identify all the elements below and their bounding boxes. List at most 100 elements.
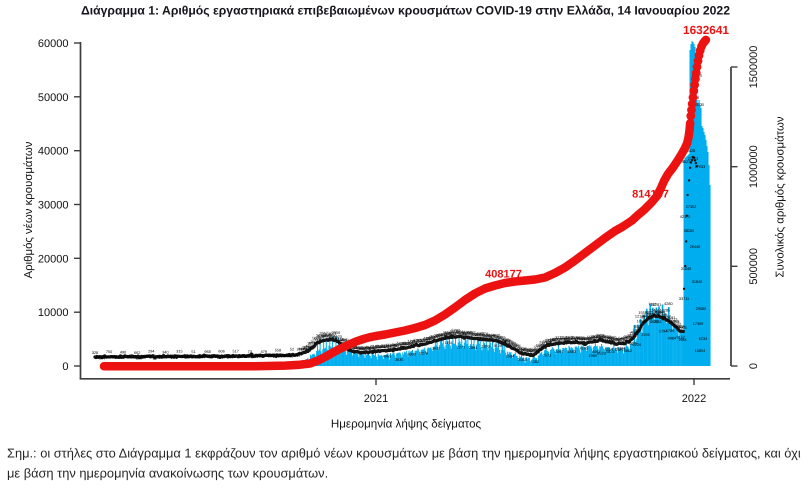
svg-text:1570: 1570 — [418, 338, 426, 342]
svg-text:5158: 5158 — [486, 334, 494, 338]
svg-text:5293: 5293 — [451, 329, 459, 333]
svg-text:4280: 4280 — [664, 302, 672, 306]
svg-text:3635: 3635 — [395, 358, 403, 362]
svg-text:4803: 4803 — [374, 345, 382, 349]
svg-text:2289: 2289 — [421, 339, 429, 343]
svg-text:7921: 7921 — [648, 303, 656, 307]
svg-text:6152: 6152 — [676, 335, 684, 339]
svg-text:20000: 20000 — [38, 253, 69, 265]
svg-text:775: 775 — [194, 355, 200, 359]
svg-text:4527: 4527 — [428, 335, 436, 339]
svg-text:2572: 2572 — [462, 332, 470, 336]
svg-text:1021: 1021 — [328, 332, 336, 336]
svg-text:2099: 2099 — [596, 334, 604, 338]
svg-text:332: 332 — [284, 354, 290, 358]
svg-text:340: 340 — [162, 350, 168, 354]
svg-text:598: 598 — [157, 355, 163, 359]
svg-text:1900: 1900 — [390, 344, 398, 348]
svg-text:2426: 2426 — [518, 347, 526, 351]
svg-text:837: 837 — [273, 355, 279, 359]
svg-text:59: 59 — [132, 356, 136, 360]
svg-text:4295: 4295 — [631, 331, 639, 335]
svg-text:3835: 3835 — [627, 334, 635, 338]
svg-text:1401: 1401 — [356, 348, 364, 352]
svg-text:1128: 1128 — [629, 332, 637, 336]
svg-text:606: 606 — [218, 350, 224, 354]
svg-text:1382: 1382 — [530, 360, 538, 364]
svg-text:2818: 2818 — [474, 334, 482, 338]
svg-text:1178: 1178 — [617, 338, 625, 342]
svg-text:1658: 1658 — [307, 341, 315, 345]
svg-text:4997: 4997 — [340, 339, 348, 343]
svg-text:26: 26 — [179, 355, 183, 359]
svg-text:4965: 4965 — [383, 355, 391, 359]
svg-text:968: 968 — [204, 350, 210, 354]
svg-text:3997: 3997 — [363, 347, 371, 351]
svg-text:2276: 2276 — [420, 352, 428, 356]
svg-text:5058: 5058 — [592, 335, 600, 339]
svg-text:4636: 4636 — [509, 343, 517, 347]
svg-text:3249: 3249 — [504, 340, 512, 344]
svg-text:4674: 4674 — [479, 332, 487, 336]
svg-text:5562: 5562 — [673, 322, 681, 326]
svg-text:3648: 3648 — [316, 334, 324, 338]
svg-text:99: 99 — [103, 355, 107, 359]
svg-text:6224: 6224 — [632, 343, 640, 347]
svg-text:2120: 2120 — [360, 346, 368, 350]
svg-text:2427: 2427 — [392, 343, 400, 347]
svg-text:750: 750 — [106, 350, 112, 354]
svg-text:3956: 3956 — [520, 348, 528, 352]
svg-text:60: 60 — [114, 356, 118, 360]
svg-text:5253: 5253 — [499, 338, 507, 342]
svg-text:315: 315 — [176, 350, 182, 354]
svg-text:3876: 3876 — [437, 333, 445, 337]
svg-text:690: 690 — [201, 354, 207, 358]
svg-text:774: 774 — [145, 355, 151, 359]
svg-text:498: 498 — [240, 354, 246, 358]
svg-text:2356: 2356 — [465, 331, 473, 335]
svg-text:5094: 5094 — [483, 334, 491, 338]
svg-text:5795: 5795 — [399, 343, 407, 347]
svg-text:3700: 3700 — [603, 335, 611, 339]
svg-text:4920: 4920 — [492, 334, 500, 338]
svg-text:2848: 2848 — [367, 347, 375, 351]
svg-text:4261: 4261 — [383, 346, 391, 350]
svg-text:34: 34 — [255, 354, 259, 358]
svg-text:886: 886 — [217, 356, 223, 360]
svg-text:5469: 5469 — [536, 344, 544, 348]
svg-text:545: 545 — [124, 356, 130, 360]
svg-text:5516: 5516 — [525, 349, 533, 353]
svg-text:3300: 3300 — [407, 353, 415, 357]
svg-text:42175: 42175 — [680, 215, 691, 219]
svg-text:936: 936 — [192, 356, 198, 360]
svg-text:2573: 2573 — [543, 354, 551, 358]
svg-text:5697: 5697 — [432, 336, 440, 340]
svg-text:8903: 8903 — [678, 326, 686, 330]
svg-text:51: 51 — [191, 350, 195, 354]
svg-text:158: 158 — [160, 354, 166, 358]
svg-text:3792: 3792 — [420, 339, 428, 343]
svg-text:93: 93 — [256, 354, 260, 358]
svg-text:2670: 2670 — [569, 337, 577, 341]
svg-text:3282: 3282 — [413, 338, 421, 342]
svg-text:1133: 1133 — [488, 334, 496, 338]
svg-text:1894: 1894 — [583, 337, 591, 341]
svg-text:752: 752 — [180, 355, 186, 359]
svg-text:344: 344 — [166, 355, 172, 359]
svg-text:155: 155 — [285, 354, 291, 358]
svg-text:4947: 4947 — [365, 345, 373, 349]
svg-text:4321: 4321 — [599, 336, 607, 340]
svg-text:517: 517 — [233, 350, 239, 354]
svg-text:618: 618 — [169, 355, 175, 359]
svg-text:5226: 5226 — [472, 333, 480, 337]
svg-text:4765: 4765 — [573, 337, 581, 341]
svg-text:2497: 2497 — [555, 350, 563, 354]
svg-text:4392: 4392 — [423, 336, 431, 340]
svg-text:7836: 7836 — [632, 328, 640, 332]
svg-text:4672: 4672 — [393, 344, 401, 348]
svg-text:5897: 5897 — [453, 331, 461, 335]
svg-text:3542: 3542 — [444, 331, 452, 335]
svg-text:5880: 5880 — [610, 337, 618, 341]
svg-text:263: 263 — [97, 356, 103, 360]
svg-text:629: 629 — [138, 356, 144, 360]
